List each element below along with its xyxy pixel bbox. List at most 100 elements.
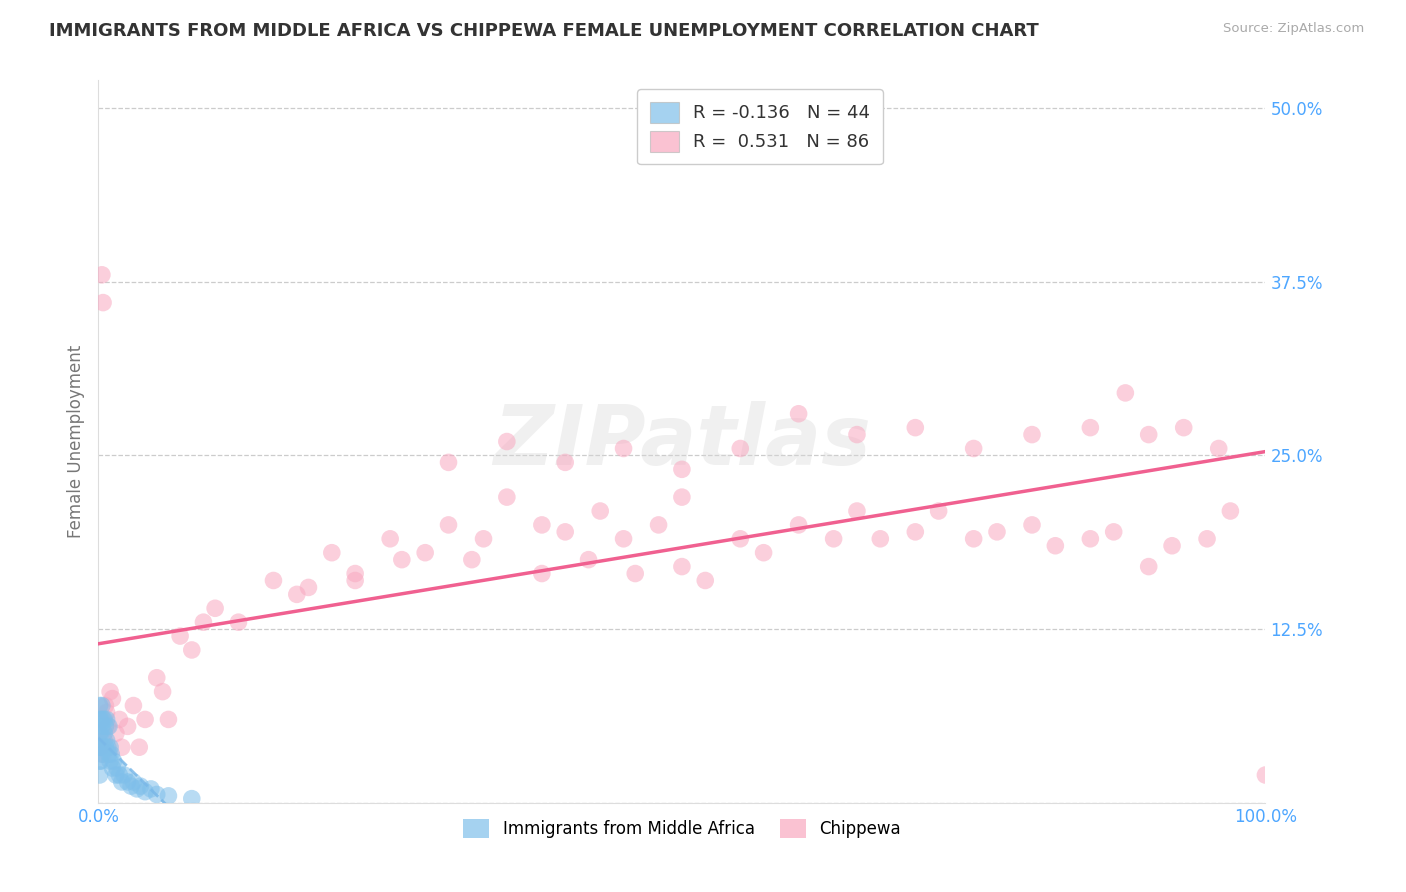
Point <box>321 546 343 560</box>
Text: ZIPatlas: ZIPatlas <box>494 401 870 482</box>
Point <box>1161 539 1184 553</box>
Point <box>437 517 460 532</box>
Point <box>101 761 124 775</box>
Point <box>122 775 145 789</box>
Point <box>437 455 460 469</box>
Point <box>90 719 112 733</box>
Point <box>104 726 127 740</box>
Point <box>146 671 169 685</box>
Point <box>1208 442 1230 456</box>
Point <box>904 524 927 539</box>
Point <box>104 768 127 782</box>
Point <box>98 684 121 698</box>
Point <box>1173 420 1195 434</box>
Point <box>157 713 180 727</box>
Point <box>89 768 111 782</box>
Point <box>1080 532 1102 546</box>
Point <box>96 713 118 727</box>
Point <box>869 532 891 546</box>
Point <box>1195 532 1218 546</box>
Point <box>122 698 145 713</box>
Text: Source: ZipAtlas.com: Source: ZipAtlas.com <box>1223 22 1364 36</box>
Point <box>169 629 191 643</box>
Point <box>129 779 152 793</box>
Point <box>134 785 156 799</box>
Point <box>93 733 115 747</box>
Point <box>90 740 112 755</box>
Point <box>846 427 869 442</box>
Point <box>613 532 636 546</box>
Point <box>89 713 111 727</box>
Point <box>94 698 117 713</box>
Point <box>204 601 226 615</box>
Point <box>134 713 156 727</box>
Point <box>344 574 367 588</box>
Point <box>380 532 402 546</box>
Point <box>928 504 950 518</box>
Point <box>97 740 120 755</box>
Point <box>105 761 128 775</box>
Point <box>730 532 752 546</box>
Point <box>89 740 111 755</box>
Point <box>152 684 174 698</box>
Point <box>90 698 112 713</box>
Point <box>93 713 115 727</box>
Point <box>89 726 111 740</box>
Point <box>98 740 121 755</box>
Y-axis label: Female Unemployment: Female Unemployment <box>66 345 84 538</box>
Point <box>671 559 693 574</box>
Legend: Immigrants from Middle Africa, Chippewa: Immigrants from Middle Africa, Chippewa <box>456 813 908 845</box>
Point <box>89 726 111 740</box>
Point <box>93 726 115 740</box>
Point <box>117 719 139 733</box>
Point <box>986 524 1008 539</box>
Point <box>1137 427 1160 442</box>
Point <box>1080 420 1102 434</box>
Point <box>100 747 122 761</box>
Point <box>94 740 117 755</box>
Point <box>297 581 319 595</box>
Point <box>120 779 142 793</box>
Point <box>108 713 131 727</box>
Point <box>589 504 612 518</box>
Point <box>89 754 111 768</box>
Point <box>530 566 553 581</box>
Point <box>103 754 125 768</box>
Point <box>98 754 121 768</box>
Point <box>671 490 693 504</box>
Point <box>823 532 845 546</box>
Point <box>180 643 202 657</box>
Point <box>90 747 112 761</box>
Point <box>962 442 984 456</box>
Point <box>461 552 484 566</box>
Point <box>1254 768 1277 782</box>
Point <box>1114 385 1136 400</box>
Point <box>91 295 114 310</box>
Point <box>787 517 810 532</box>
Point <box>146 788 169 802</box>
Text: IMMIGRANTS FROM MIDDLE AFRICA VS CHIPPEWA FEMALE UNEMPLOYMENT CORRELATION CHART: IMMIGRANTS FROM MIDDLE AFRICA VS CHIPPEW… <box>49 22 1039 40</box>
Point <box>90 740 112 755</box>
Point <box>1021 517 1043 532</box>
Point <box>554 455 576 469</box>
Point <box>101 691 124 706</box>
Point <box>752 546 775 560</box>
Point <box>90 268 112 282</box>
Point <box>91 747 114 761</box>
Point <box>262 574 284 588</box>
Point <box>90 754 112 768</box>
Point <box>391 552 413 566</box>
Point <box>613 442 636 456</box>
Point <box>285 587 308 601</box>
Point <box>89 698 111 713</box>
Point <box>413 546 436 560</box>
Point <box>193 615 215 630</box>
Point <box>90 713 112 727</box>
Point <box>139 781 162 796</box>
Point <box>228 615 250 630</box>
Point <box>472 532 495 546</box>
Point <box>157 789 180 803</box>
Point <box>96 706 118 720</box>
Point <box>117 775 139 789</box>
Point <box>97 747 120 761</box>
